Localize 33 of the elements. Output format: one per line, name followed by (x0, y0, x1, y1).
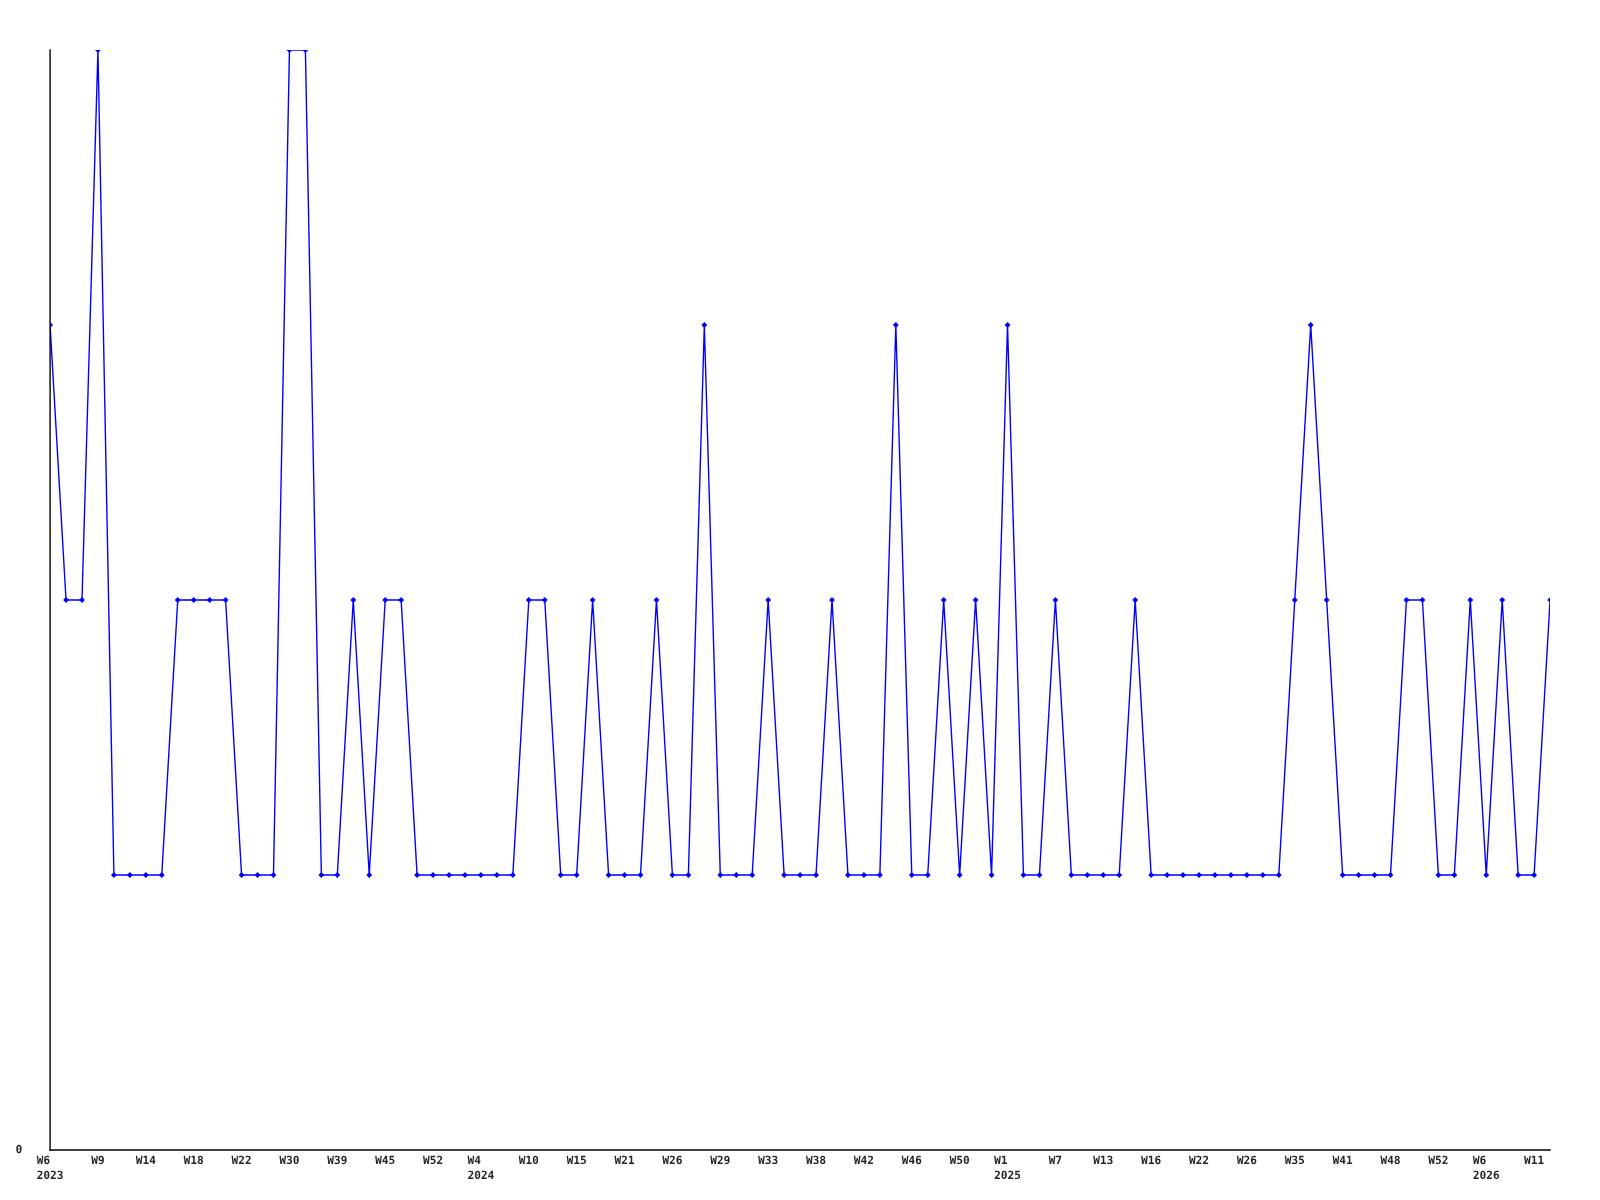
x-tick-label: W9 (91, 1155, 104, 1165)
x-tick-label: W26 (662, 1155, 682, 1165)
x-tick-label: W16 (1141, 1155, 1161, 1165)
x-tick-label: W14 (135, 1155, 156, 1164)
x-tick-label: W22 (231, 1155, 251, 1164)
x-tick-label: W15 (566, 1155, 586, 1165)
x-tick-label: W38 (806, 1155, 826, 1165)
text: 0 (16, 1144, 22, 1154)
x-tick-label: W1 2025 (994, 1155, 1021, 1180)
x-tick-label: W22 (1188, 1155, 1209, 1164)
x-tick-label: W29 (710, 1155, 730, 1165)
x-tick-label: W4 2024 (467, 1155, 494, 1180)
x-tick-label: W6 2026 (1472, 1155, 1500, 1180)
x-tick-label: W48 (1380, 1155, 1400, 1165)
x-tick-label: W42 (853, 1155, 874, 1164)
x-tick-label: W13 (1093, 1155, 1113, 1165)
x-tick-label: W50 (949, 1155, 970, 1165)
x-tick-label: W52 (423, 1155, 443, 1165)
x-tick-label: W18 (183, 1155, 204, 1165)
x-tick-label: W26 (1236, 1155, 1257, 1165)
x-tick-label: W10 (518, 1155, 539, 1165)
x-tick-label: W46 (901, 1155, 922, 1165)
x-tick-label: W7 (1048, 1155, 1062, 1164)
x-tick-label: W30 (279, 1155, 299, 1165)
x-tick-label: W52 (1428, 1155, 1448, 1165)
x-tick-label: W39 (327, 1155, 347, 1165)
x-tick-label: W11 (1524, 1155, 1544, 1164)
x-tick-label: W35 (1284, 1155, 1305, 1165)
x-tick-label: W33 (758, 1155, 778, 1165)
x-tick-label: W45 (375, 1155, 395, 1165)
x-tick-label: W6 2023 (36, 1155, 63, 1180)
x-tick-label: W21 (614, 1155, 635, 1164)
x-tick-label: W41 (1332, 1155, 1353, 1164)
